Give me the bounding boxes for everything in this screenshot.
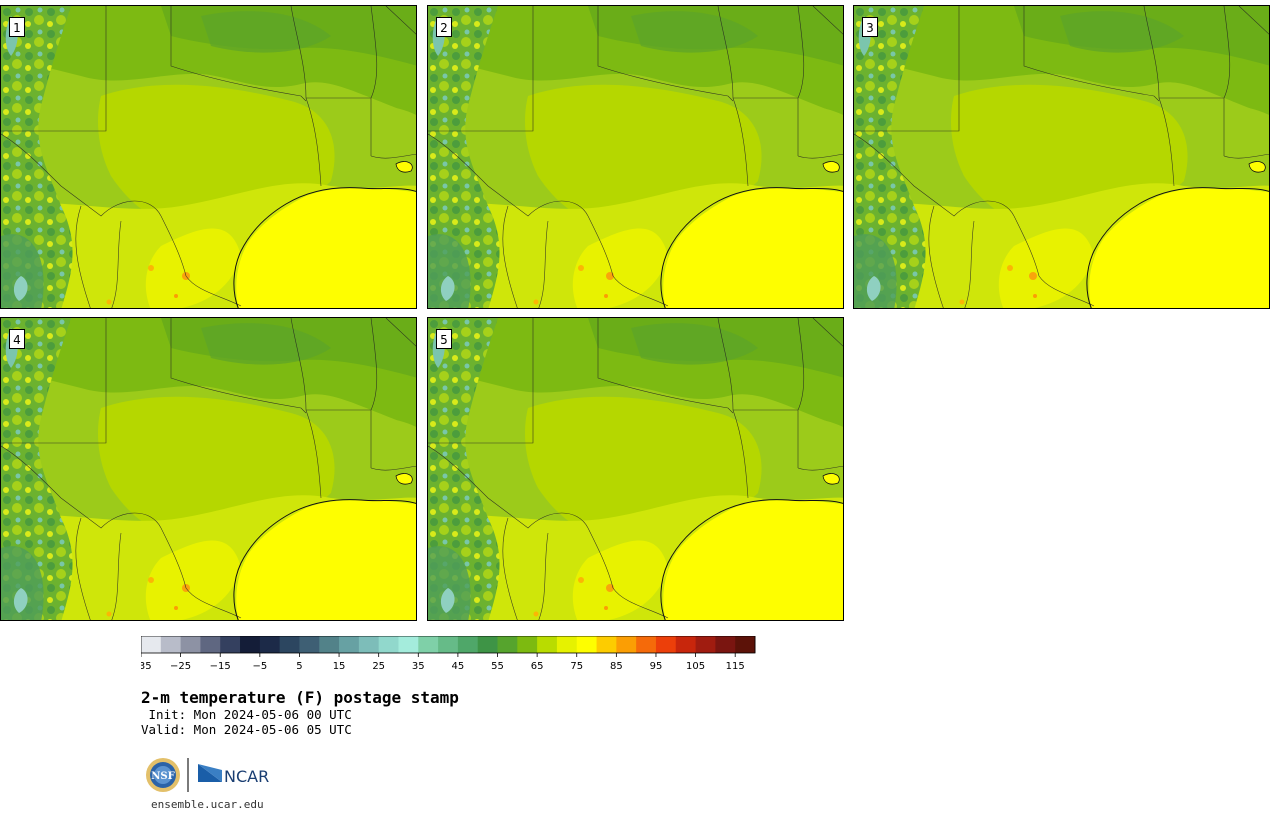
colorbar-swatch: [477, 636, 499, 653]
colorbar-swatch: [319, 636, 340, 653]
colorbar-swatch: [695, 636, 716, 653]
colorbar-swatch: [457, 636, 479, 653]
colorbar-tick-label: −35: [141, 661, 152, 672]
colorbar-tick-label: 55: [491, 661, 504, 672]
ensemble-member-panel: 2: [427, 5, 844, 309]
colorbar-swatch: [160, 636, 182, 653]
colorbar-swatch: [378, 636, 399, 653]
colorbar-tick-label: 5: [296, 661, 302, 672]
colorbar-swatch: [358, 636, 380, 653]
nsf-ncar-logo: NSF NCAR: [145, 756, 275, 800]
ensemble-member-panel: 1: [0, 5, 417, 309]
colorbar-tick-label: 95: [650, 661, 663, 672]
svg-text:NCAR: NCAR: [224, 767, 269, 786]
colorbar-tick-label: −15: [210, 661, 231, 672]
member-number-label: 3: [862, 17, 878, 37]
colorbar-swatch: [339, 636, 360, 653]
ensemble-member-panel: 5: [427, 317, 844, 621]
colorbar-tick-label: −5: [252, 661, 267, 672]
colorbar-swatch: [279, 636, 300, 653]
colorbar-swatch: [537, 636, 558, 653]
colorbar-swatch: [240, 636, 261, 653]
website-link[interactable]: ensemble.ucar.edu: [151, 798, 264, 811]
colorbar-tick-label: 25: [372, 661, 385, 672]
colorbar-swatch: [141, 636, 162, 653]
colorbar-tick-label: 65: [531, 661, 544, 672]
colorbar-tick-label: −25: [170, 661, 191, 672]
colorbar-swatch: [398, 636, 419, 653]
colorbar-swatch: [497, 636, 518, 653]
colorbar-tick-label: 115: [726, 661, 745, 672]
member-number-label: 5: [436, 329, 452, 349]
colorbar-swatch: [180, 636, 201, 653]
colorbar-swatch: [596, 636, 617, 653]
colorbar-swatch: [576, 636, 598, 653]
colorbar-tick-label: 45: [452, 661, 465, 672]
colorbar-swatch: [735, 636, 756, 653]
colorbar-swatch: [556, 636, 578, 653]
ncar-logo-icon: NCAR: [198, 764, 269, 786]
colorbar-tick-label: 35: [412, 661, 425, 672]
nsf-seal-icon: NSF: [146, 758, 180, 792]
colorbar-swatch: [636, 636, 657, 653]
colorbar-swatch: [220, 636, 241, 653]
colorbar-swatch: [655, 636, 677, 653]
colorbar-swatch: [418, 636, 439, 653]
colorbar-swatch: [616, 636, 637, 653]
colorbar: −35 −25 −15 −5 5 15 25 35 45 55 65 75 85 95 105 115: [141, 636, 756, 672]
colorbar-swatch: [675, 636, 697, 653]
svg-text:NSF: NSF: [151, 771, 174, 782]
map-title: 2-m temperature (F) postage stamp: [141, 688, 459, 707]
colorbar-swatch: [200, 636, 221, 653]
init-time: Init: Mon 2024-05-06 00 UTC: [141, 707, 352, 722]
colorbar-swatch: [517, 636, 538, 653]
member-number-label: 1: [9, 17, 25, 37]
colorbar-tick-label: 85: [610, 661, 623, 672]
ensemble-member-panel: 3: [853, 5, 1270, 309]
colorbar-swatch: [715, 636, 736, 653]
colorbar-swatch: [259, 636, 281, 653]
ensemble-member-panel: 4: [0, 317, 417, 621]
colorbar-tick-label: 105: [686, 661, 705, 672]
colorbar-tick-label: 75: [570, 661, 583, 672]
member-number-label: 4: [9, 329, 25, 349]
colorbar-tick-label: 15: [333, 661, 346, 672]
member-number-label: 2: [436, 17, 452, 37]
valid-time: Valid: Mon 2024-05-06 05 UTC: [141, 722, 352, 737]
colorbar-swatch: [299, 636, 320, 653]
colorbar-swatch: [438, 636, 459, 653]
